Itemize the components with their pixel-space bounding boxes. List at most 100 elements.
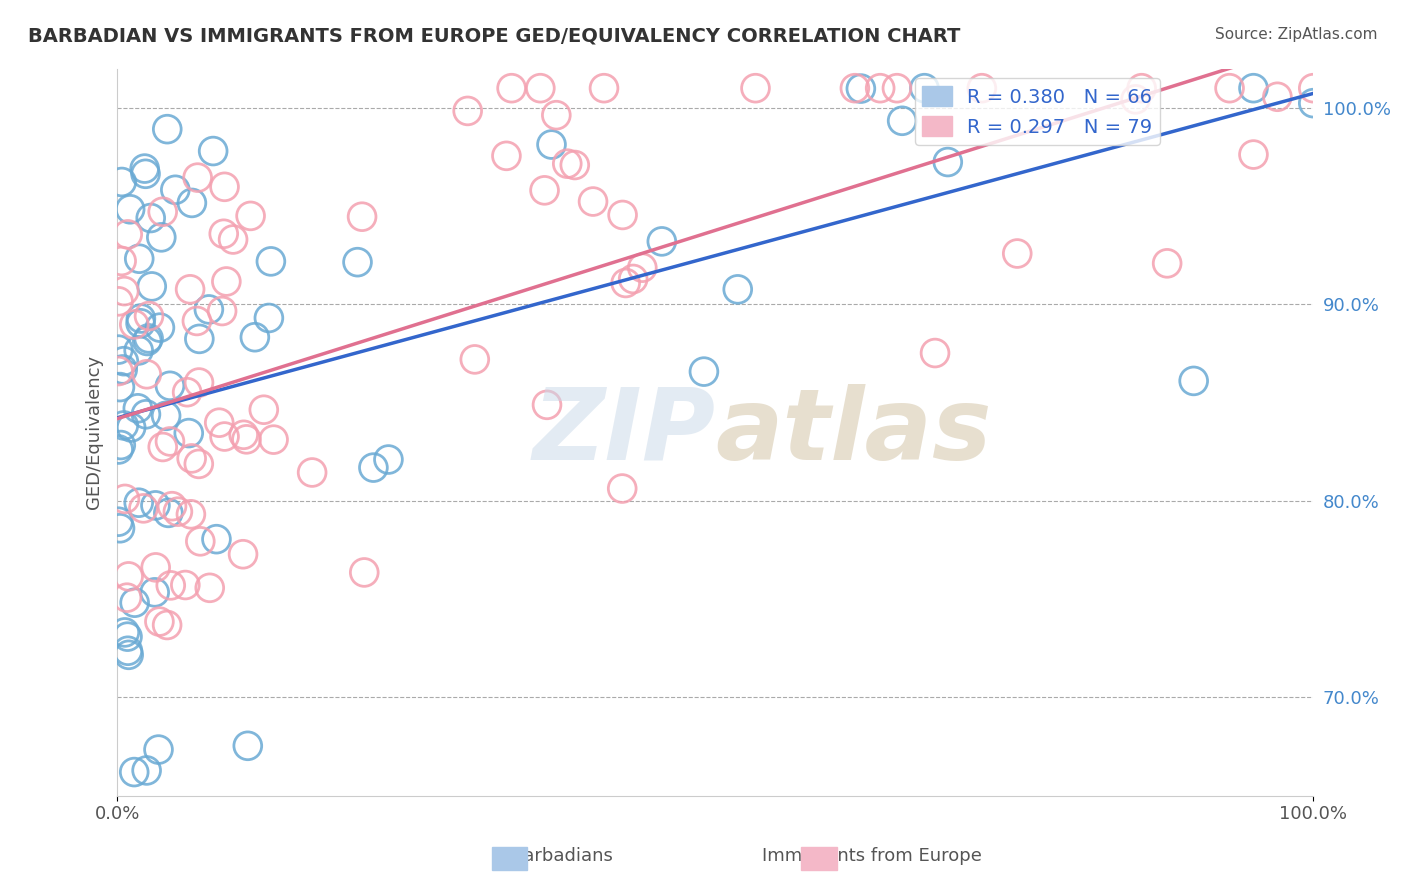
- Point: [593, 81, 616, 95]
- Point: [205, 532, 228, 546]
- Point: [128, 252, 150, 266]
- Point: [108, 380, 131, 394]
- Point: [1302, 81, 1324, 95]
- Point: [1302, 96, 1324, 111]
- Point: [363, 460, 385, 475]
- Point: [222, 232, 245, 246]
- Point: [138, 309, 160, 323]
- Point: [132, 501, 155, 516]
- Point: [143, 585, 166, 599]
- Point: [214, 429, 236, 443]
- Point: [243, 330, 266, 344]
- Point: [540, 137, 562, 152]
- Point: [239, 209, 262, 223]
- Point: [112, 354, 135, 368]
- Point: [149, 320, 172, 334]
- Point: [495, 149, 517, 163]
- Y-axis label: GED/Equivalency: GED/Equivalency: [86, 355, 103, 509]
- Point: [174, 578, 197, 592]
- Point: [122, 765, 145, 780]
- Point: [145, 499, 167, 513]
- Point: [214, 179, 236, 194]
- Point: [107, 515, 129, 529]
- Point: [180, 508, 202, 522]
- Point: [236, 739, 259, 753]
- Point: [215, 275, 238, 289]
- Point: [744, 81, 766, 95]
- Point: [180, 195, 202, 210]
- Point: [612, 208, 634, 222]
- Point: [253, 402, 276, 417]
- Point: [107, 442, 129, 457]
- Point: [536, 398, 558, 412]
- Point: [844, 81, 866, 95]
- Point: [631, 260, 654, 275]
- Point: [352, 210, 374, 224]
- Point: [145, 560, 167, 574]
- Text: Barbadians: Barbadians: [512, 847, 613, 865]
- Point: [1125, 92, 1147, 106]
- Point: [120, 202, 142, 217]
- Point: [110, 438, 132, 452]
- Point: [128, 496, 150, 510]
- Point: [464, 352, 486, 367]
- Point: [186, 314, 208, 328]
- Point: [1243, 81, 1265, 95]
- Point: [651, 235, 673, 249]
- Point: [936, 155, 959, 169]
- Point: [891, 113, 914, 128]
- Legend: R = 0.380   N = 66, R = 0.297   N = 79: R = 0.380 N = 66, R = 0.297 N = 79: [915, 78, 1160, 145]
- Point: [152, 204, 174, 219]
- Point: [180, 451, 202, 466]
- Point: [117, 227, 139, 242]
- Point: [135, 368, 157, 382]
- Point: [156, 122, 179, 136]
- Point: [159, 434, 181, 449]
- Point: [187, 170, 209, 185]
- Point: [849, 81, 872, 95]
- Point: [111, 254, 134, 268]
- Point: [1219, 81, 1241, 95]
- Point: [135, 167, 157, 181]
- Point: [533, 183, 555, 197]
- Point: [353, 566, 375, 580]
- Point: [727, 282, 749, 296]
- Point: [120, 420, 142, 434]
- Text: atlas: atlas: [716, 384, 991, 481]
- Point: [869, 81, 891, 95]
- Point: [924, 346, 946, 360]
- Point: [138, 331, 160, 345]
- Point: [1007, 246, 1029, 260]
- Text: Source: ZipAtlas.com: Source: ZipAtlas.com: [1215, 27, 1378, 42]
- Point: [129, 316, 152, 330]
- Point: [886, 81, 908, 95]
- Point: [159, 578, 181, 592]
- Point: [128, 343, 150, 358]
- Point: [693, 365, 716, 379]
- Point: [257, 310, 280, 325]
- Point: [117, 569, 139, 583]
- Point: [235, 433, 257, 447]
- Point: [124, 596, 146, 610]
- Point: [111, 175, 134, 189]
- Point: [114, 491, 136, 506]
- Point: [107, 364, 129, 378]
- Point: [152, 440, 174, 454]
- Point: [346, 255, 368, 269]
- Text: BARBADIAN VS IMMIGRANTS FROM EUROPE GED/EQUIVALENCY CORRELATION CHART: BARBADIAN VS IMMIGRANTS FROM EUROPE GED/…: [28, 27, 960, 45]
- Point: [564, 158, 586, 172]
- Point: [111, 362, 134, 376]
- Point: [1243, 147, 1265, 161]
- Point: [176, 385, 198, 400]
- Point: [1156, 256, 1178, 270]
- Point: [108, 521, 131, 535]
- Point: [301, 466, 323, 480]
- Point: [167, 505, 190, 519]
- Point: [612, 482, 634, 496]
- Point: [457, 103, 479, 118]
- Point: [127, 401, 149, 416]
- Point: [582, 194, 605, 209]
- Point: [141, 279, 163, 293]
- Point: [198, 302, 221, 317]
- Point: [202, 144, 225, 158]
